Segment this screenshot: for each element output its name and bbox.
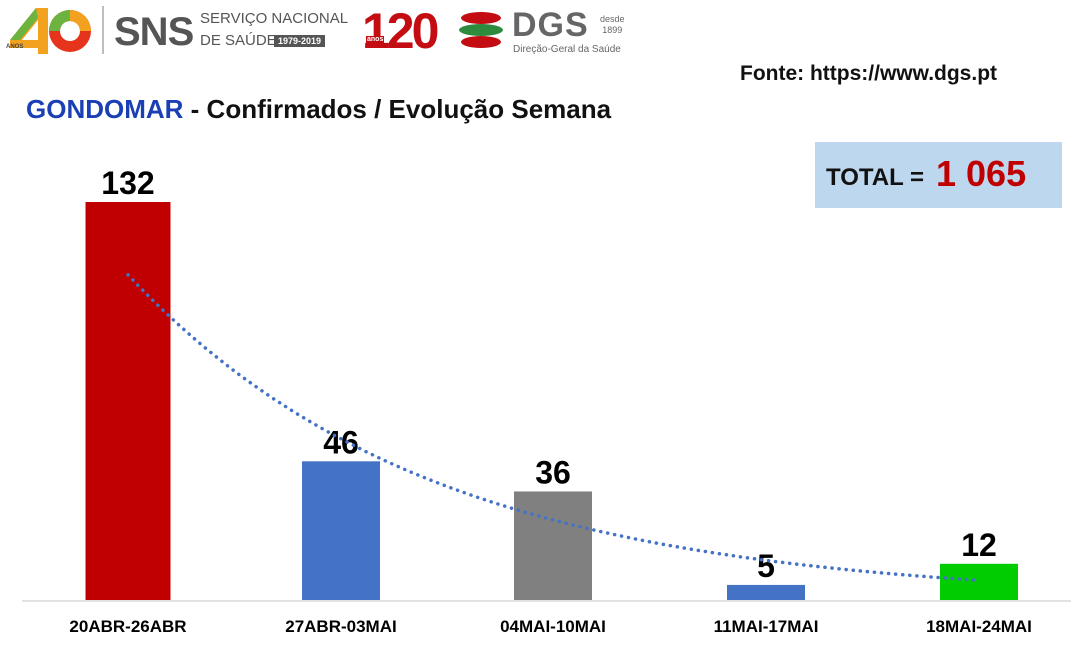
dgs-since-year: 1899 bbox=[602, 25, 623, 35]
total-box bbox=[815, 142, 1062, 208]
title-location: GONDOMAR bbox=[26, 94, 184, 124]
source-label: Fonte: https://www.dgs.pt bbox=[740, 62, 998, 85]
data-label: 36 bbox=[535, 454, 571, 490]
logo-divider bbox=[102, 6, 104, 54]
x-tick-label: 04MAI-10MAI bbox=[500, 617, 606, 636]
dgs-badge-word: anos bbox=[366, 36, 385, 43]
dgs-subtitle: Direção-Geral da Saúde bbox=[513, 44, 621, 55]
sns-years-badge: 1979-2019 bbox=[274, 35, 326, 47]
data-label: 132 bbox=[101, 165, 154, 201]
bar-11MAI-17MAI bbox=[727, 584, 805, 600]
data-label: 46 bbox=[323, 424, 359, 460]
trendline bbox=[126, 273, 981, 583]
sns-name-line2: DE SAÚDE bbox=[200, 32, 277, 49]
sns-wordmark: SNS bbox=[114, 10, 194, 54]
title-text: - Confirmados / Evolução Semana bbox=[183, 94, 612, 124]
data-label: 5 bbox=[757, 548, 775, 584]
x-tick-label: 20ABR-26ABR bbox=[69, 617, 186, 636]
data-label: 12 bbox=[961, 527, 997, 563]
bar-20ABR-26ABR bbox=[85, 202, 171, 600]
x-tick-label: 18MAI-24MAI bbox=[926, 617, 1032, 636]
sns-name-line1: SERVIÇO NACIONAL bbox=[200, 10, 349, 27]
x-tick-label: 27ABR-03MAI bbox=[285, 617, 396, 636]
bar-18MAI-24MAI bbox=[940, 563, 1018, 600]
bar-04MAI-10MAI bbox=[514, 491, 592, 600]
dgs-120-anos-logo: 120 bbox=[362, 3, 439, 59]
sns-badge-word: ANOS bbox=[6, 44, 24, 50]
bar-27ABR-03MAI bbox=[302, 461, 380, 600]
dgs-since-label: desde bbox=[600, 14, 625, 24]
dgs-since: desde 1899 bbox=[600, 14, 625, 36]
dgs-emblem-icon bbox=[459, 12, 503, 48]
x-tick-label: 11MAI-17MAI bbox=[714, 617, 819, 636]
total-value: 1 065 bbox=[936, 153, 1027, 194]
logo-bar: ANOS SNS SERVIÇO NACIONAL DE SAÚDE 1979-… bbox=[0, 0, 640, 62]
total-label: TOTAL = bbox=[826, 164, 925, 191]
chart-title: GONDOMAR - Confirmados / Evolução Semana bbox=[26, 94, 611, 125]
sns-40-anos-logo bbox=[10, 8, 91, 54]
dgs-wordmark: DGS bbox=[512, 6, 589, 44]
